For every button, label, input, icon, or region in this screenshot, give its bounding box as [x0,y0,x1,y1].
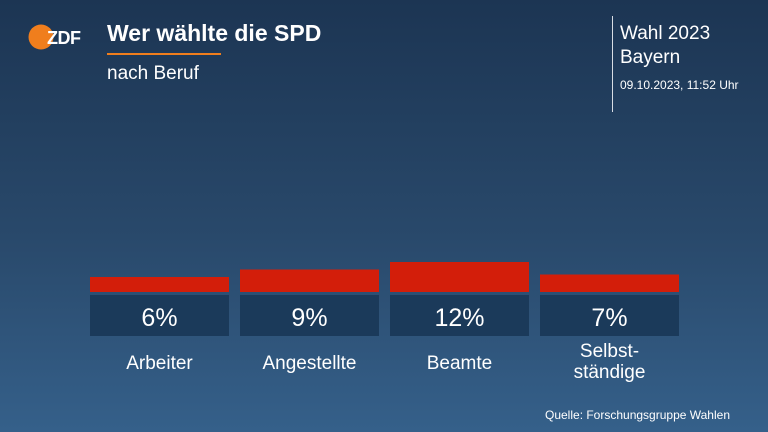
data-label: 12% [434,304,484,332]
category-label: Beamte [427,353,492,374]
bar [240,269,379,292]
bar [540,274,679,292]
zdf-logo: ZDF [28,24,81,50]
timestamp: 09.10.2023, 11:52 Uhr [620,78,739,92]
zdf-logo-text: ZDF [47,28,81,48]
source-note: Quelle: Forschungsgruppe Wahlen [545,408,730,422]
category-label: Arbeiter [126,353,193,374]
election-name: Wahl 2023 [620,23,711,44]
chart-subtitle: nach Beruf [107,63,199,84]
category-label: Angestellte [262,353,356,374]
election-region: Bayern [620,47,681,68]
data-label: 9% [291,304,327,332]
election-info: Wahl 2023 Bayern [620,22,710,70]
bar [390,262,529,292]
data-label: 7% [591,304,627,332]
header-divider [612,16,613,112]
value-box [240,295,379,336]
category-label: Selbst-ständige [574,341,646,383]
title-underline [107,53,221,55]
data-label: 6% [141,304,177,332]
value-box [390,295,529,336]
chart-title: Wer wählte die SPD [107,20,322,46]
value-box [540,295,679,336]
value-box [90,295,229,336]
bar [90,277,229,292]
